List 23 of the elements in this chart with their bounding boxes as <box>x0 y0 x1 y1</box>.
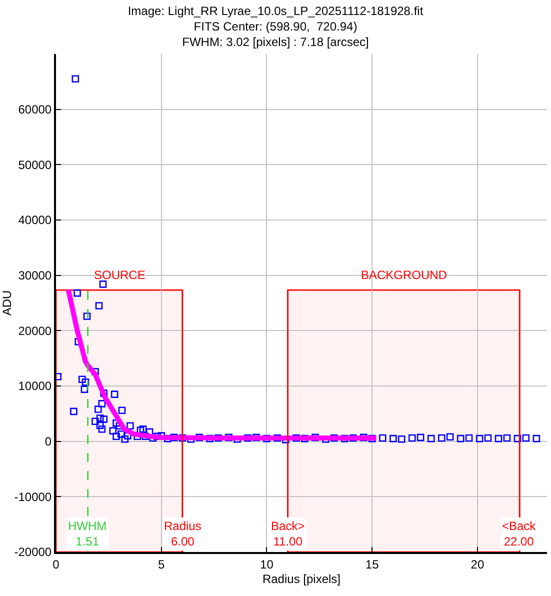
ref-line-label: Radius 6.00 <box>164 519 202 549</box>
band-label: BACKGROUND <box>361 268 448 282</box>
y-axis-title: ADU <box>0 290 14 316</box>
chart-subtitle: FITS Center: (598.90, 720.94) FWHM: 3.02 [pixels] : 7.18 [arcsec] <box>182 20 369 50</box>
y-tick-label: 50000 <box>18 158 52 172</box>
y-tick-label: 60000 <box>18 102 52 117</box>
ref-line-label: <Back 22.00 <box>502 519 537 549</box>
x-tick-label: 20 <box>470 557 484 572</box>
y-tick-label: 20000 <box>18 324 52 338</box>
x-axis-title: Radius [pixels] <box>262 572 341 586</box>
y-tick-label: 40000 <box>18 213 52 228</box>
y-tick-label: 0 <box>44 434 52 449</box>
band-label: SOURCE <box>94 268 146 282</box>
ref-line-label: HWHM 1.51 <box>68 519 107 549</box>
y-tick-label: 30000 <box>18 268 52 283</box>
y-tick-label: -20000 <box>14 545 52 560</box>
y-tick-label: -10000 <box>14 490 52 504</box>
x-tick-label: 15 <box>365 557 380 572</box>
x-tick-label: 10 <box>260 557 274 572</box>
y-tick-label: 10000 <box>18 379 52 394</box>
x-tick-label: 5 <box>158 557 166 572</box>
ref-line-label: Back> 11.00 <box>271 519 305 549</box>
chart-title: Image: Light_RR Lyrae_10.0s_LP_20251112-181928.fit <box>128 4 424 18</box>
